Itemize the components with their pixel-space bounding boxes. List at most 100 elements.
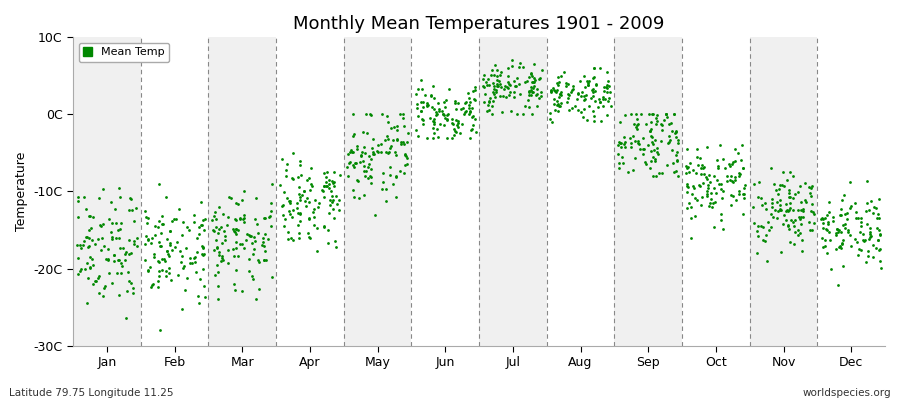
Point xyxy=(552,103,566,110)
Point xyxy=(328,238,343,244)
Point xyxy=(229,245,243,251)
Point xyxy=(803,190,817,196)
Point xyxy=(689,169,704,176)
Point xyxy=(484,72,499,78)
Point xyxy=(686,182,700,189)
Point xyxy=(643,128,657,134)
Point xyxy=(167,244,182,250)
Point xyxy=(829,232,843,238)
Point xyxy=(145,282,159,289)
Point xyxy=(380,132,394,139)
Point xyxy=(856,237,870,244)
Point xyxy=(571,107,585,113)
Point xyxy=(256,257,271,263)
Y-axis label: Temperature: Temperature xyxy=(15,152,28,231)
Point xyxy=(566,86,580,92)
Point xyxy=(482,95,497,101)
Point xyxy=(430,100,445,106)
Point xyxy=(764,196,778,202)
Point xyxy=(113,220,128,226)
Point xyxy=(859,259,873,265)
Bar xyxy=(411,37,479,346)
Point xyxy=(518,102,532,109)
Point xyxy=(689,154,704,160)
Point xyxy=(228,287,242,293)
Point xyxy=(323,201,338,208)
Point xyxy=(533,74,547,81)
Point xyxy=(805,226,819,233)
Point xyxy=(165,277,179,284)
Point xyxy=(375,179,390,185)
Point xyxy=(210,261,224,268)
Point xyxy=(129,205,143,211)
Point xyxy=(187,212,202,218)
Point xyxy=(71,270,86,277)
Point xyxy=(558,80,572,86)
Point xyxy=(782,194,796,200)
Point xyxy=(649,173,663,179)
Point xyxy=(109,220,123,226)
Point xyxy=(440,116,454,123)
Point xyxy=(840,215,854,222)
Point xyxy=(815,235,830,242)
Point xyxy=(383,164,398,170)
Point xyxy=(694,202,708,208)
Point xyxy=(669,128,683,135)
Point xyxy=(468,129,482,135)
Point xyxy=(284,210,298,217)
Point xyxy=(530,102,544,109)
Point xyxy=(451,124,465,130)
Point xyxy=(861,236,876,243)
Point xyxy=(867,204,881,211)
Point xyxy=(95,235,110,242)
Point xyxy=(527,61,542,68)
Point xyxy=(327,215,341,222)
Point xyxy=(451,120,465,126)
Point xyxy=(587,118,601,124)
Point xyxy=(162,253,176,260)
Point xyxy=(849,208,863,215)
Point xyxy=(871,247,886,254)
Point xyxy=(302,234,317,240)
Point xyxy=(197,251,211,257)
Point xyxy=(822,209,836,215)
Point xyxy=(526,85,540,91)
Point xyxy=(113,270,128,276)
Point xyxy=(466,122,481,128)
Point xyxy=(141,267,156,273)
Point xyxy=(863,231,878,238)
Point xyxy=(155,221,169,227)
Point xyxy=(302,230,316,236)
Text: Latitude 79.75 Longitude 11.25: Latitude 79.75 Longitude 11.25 xyxy=(9,388,174,398)
Point xyxy=(480,82,494,88)
Bar xyxy=(750,37,817,346)
Point xyxy=(604,103,618,110)
Point xyxy=(684,204,698,211)
Point xyxy=(501,92,516,98)
Point xyxy=(525,111,539,117)
Point xyxy=(454,106,469,112)
Point xyxy=(842,178,857,185)
Point xyxy=(245,273,259,279)
Point xyxy=(871,237,886,243)
Point xyxy=(773,202,788,208)
Point xyxy=(467,87,482,93)
Point xyxy=(212,204,226,210)
Point xyxy=(782,226,796,232)
Point xyxy=(485,103,500,110)
Point xyxy=(341,151,356,157)
Point xyxy=(232,216,247,222)
Point xyxy=(794,207,808,213)
Point xyxy=(344,147,358,154)
Point xyxy=(662,138,677,145)
Point xyxy=(511,64,526,70)
Point xyxy=(220,221,234,228)
Point xyxy=(390,123,404,129)
Point xyxy=(459,98,473,105)
Point xyxy=(82,213,96,219)
Point xyxy=(285,176,300,182)
Point xyxy=(130,235,144,242)
Point xyxy=(649,121,663,128)
Point xyxy=(252,285,266,292)
Point xyxy=(804,192,818,199)
